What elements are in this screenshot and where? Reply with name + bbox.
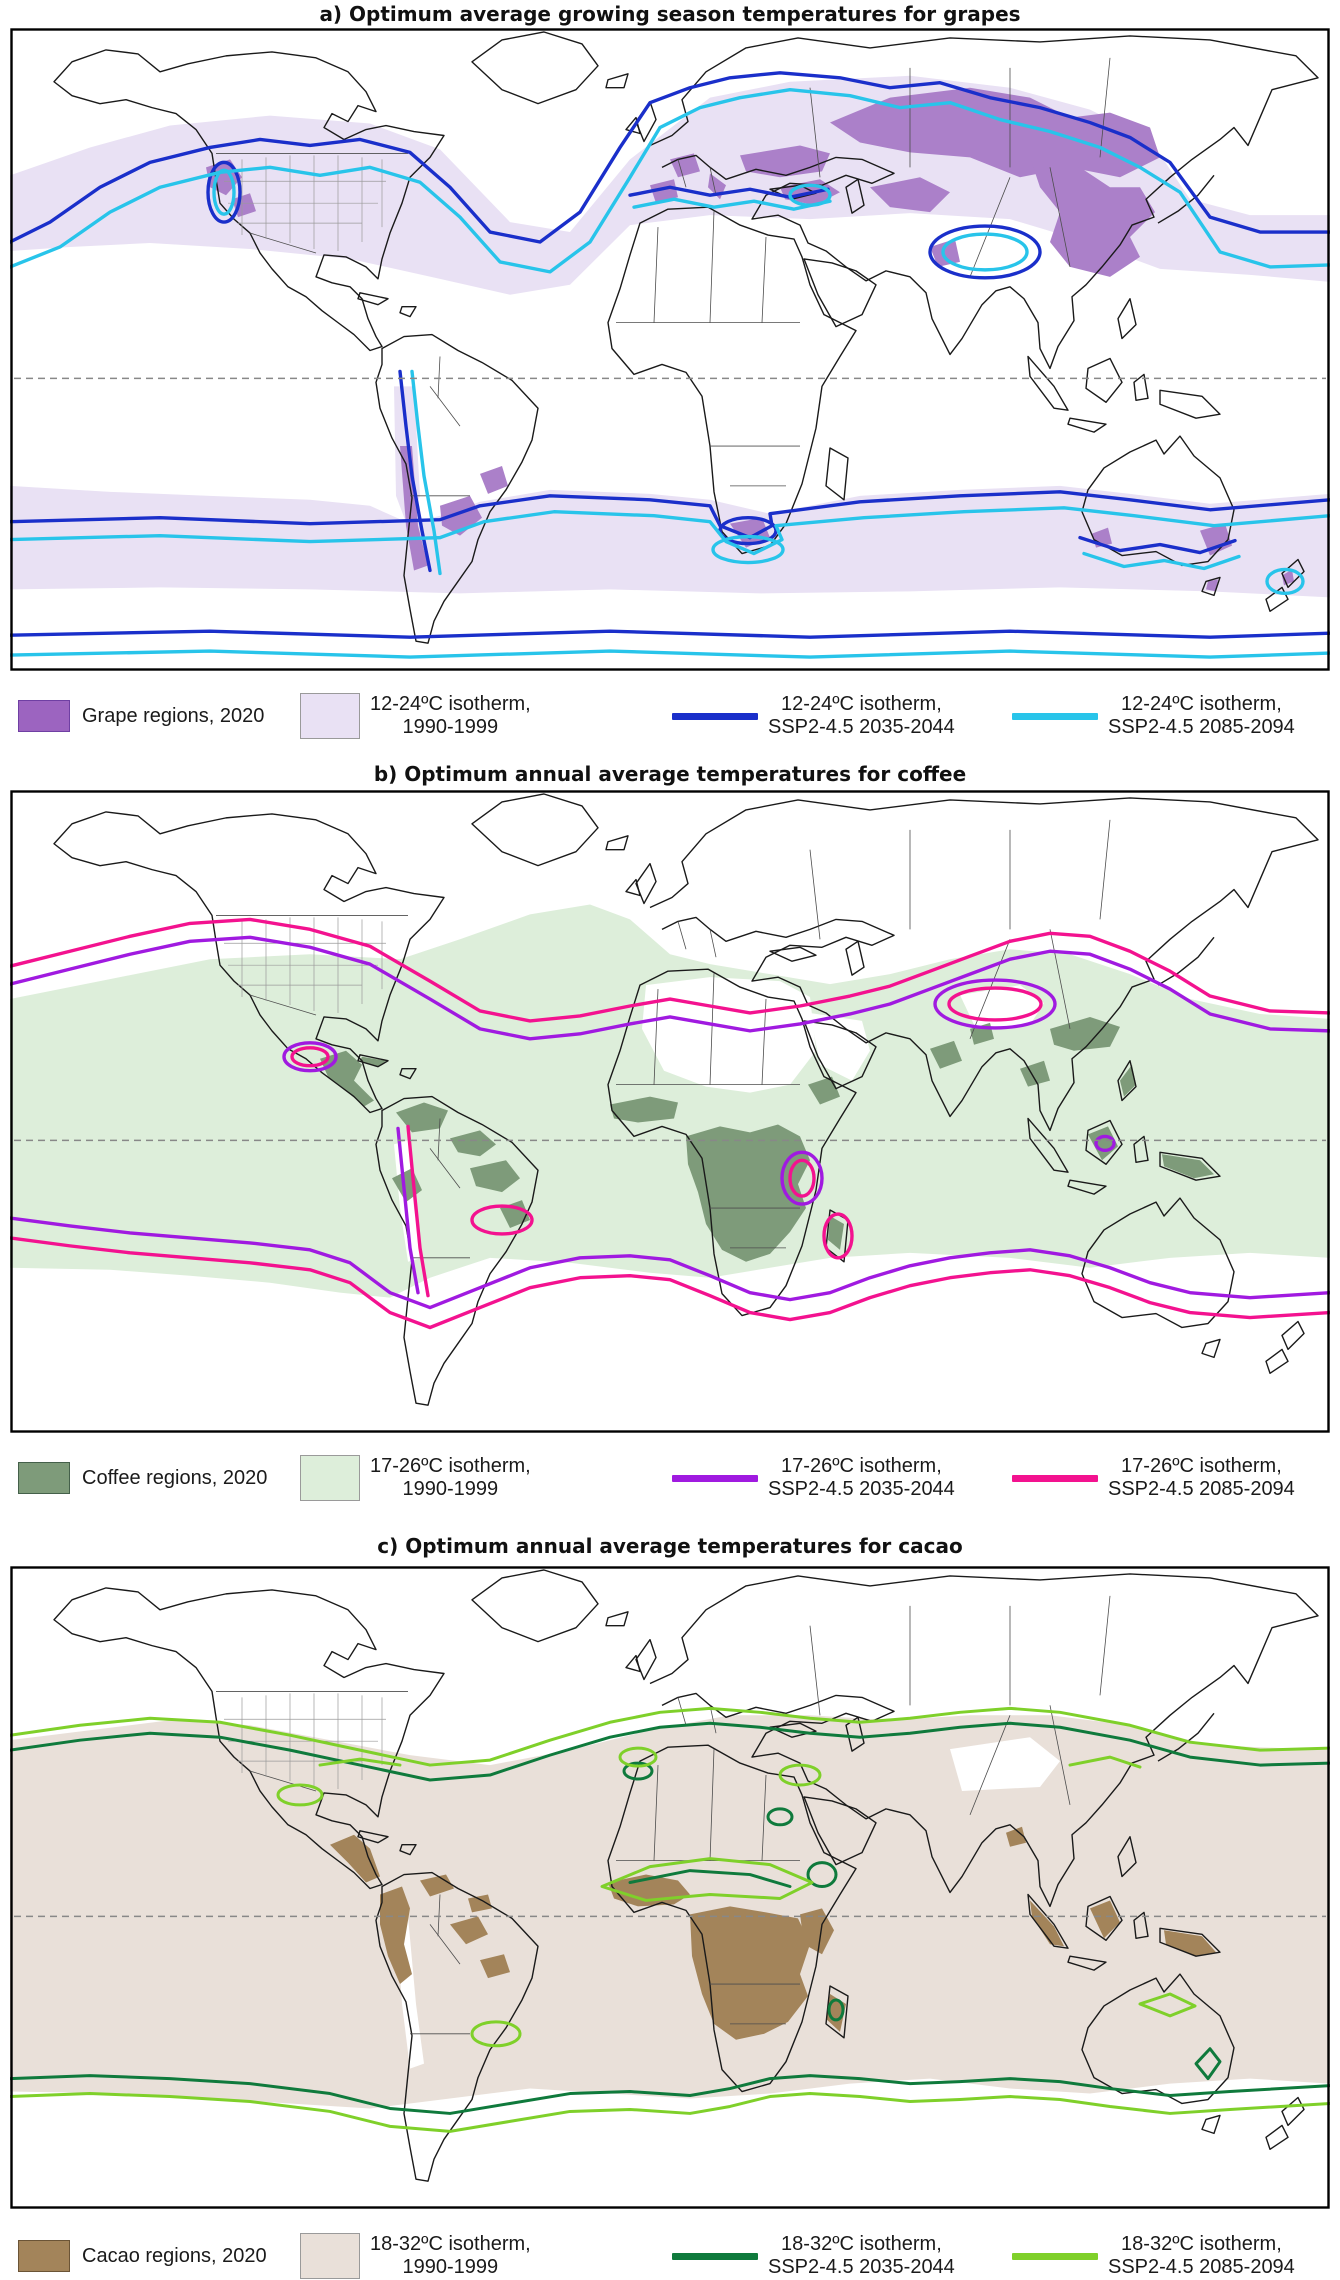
legend-label: 12-24ºC isotherm, 1990-1999 [370,693,531,738]
cacao-world-map [10,1566,1330,2209]
legend-label: 17-26ºC isotherm, SSP2-4.5 2085-2094 [1108,1455,1295,1500]
tibet-hole [950,1737,1060,1791]
legend-label: 17-26ºC isotherm, SSP2-4.5 2035-2044 [768,1455,955,1500]
legend-item-grape-2085: 12-24ºC isotherm, SSP2-4.5 2085-2094 [1012,693,1340,739]
coffee-isotherm-2035-lines [10,935,1330,1310]
legend-item-coffee-band: 17-26ºC isotherm, 1990-1999 [300,1455,672,1501]
grape-2035-line-sample [672,712,758,720]
cacao-isotherm-2085-lines [10,1706,1330,2133]
map-cacao [10,1566,1330,2209]
legend-item-grape-2035: 12-24ºC isotherm, SSP2-4.5 2035-2044 [672,693,1012,739]
legend-item-coffee-regions: Coffee regions, 2020 [0,1462,300,1494]
cacao-regions-swatch [18,2240,70,2272]
grape-band-swatch [300,693,360,739]
legend-item-cacao-2085: 18-32ºC isotherm, SSP2-4.5 2085-2094 [1012,2233,1340,2279]
cacao-isotherm-2035-lines [10,1721,1330,2115]
legend-label: 17-26ºC isotherm, 1990-1999 [370,1455,531,1500]
sahara-hole [642,977,816,1093]
map-grapes [10,28,1330,671]
panel-c-title: c) Optimum annual average temperatures f… [377,1534,963,1558]
coffee-world-map [10,790,1330,1433]
cacao-band-swatch [300,2233,360,2279]
cacao-regions-2020 [330,1826,1216,2040]
legend-item-cacao-band: 18-32ºC isotherm, 1990-1999 [300,2233,672,2279]
legend-label: 18-32ºC isotherm, 1990-1999 [370,2233,531,2278]
legend-item-coffee-2035: 17-26ºC isotherm, SSP2-4.5 2035-2044 [672,1455,1012,1501]
legend-label: 12-24ºC isotherm, SSP2-4.5 2035-2044 [768,693,955,738]
legend-item-grape-band: 12-24ºC isotherm, 1990-1999 [300,693,672,739]
coffee-isotherm-2085-lines [10,917,1330,1330]
legend-label: 18-32ºC isotherm, SSP2-4.5 2035-2044 [768,2233,955,2278]
legend-coffee: Coffee regions, 2020 17-26ºC isotherm, 1… [0,1440,1340,1516]
arabia-hole [810,1012,870,1081]
legend-cacao: Cacao regions, 2020 18-32ºC isotherm, 19… [0,2218,1340,2280]
cacao-2085-line-sample [1012,2252,1098,2260]
cacao-isotherm-band [10,1715,1330,2109]
grape-isotherm-2085-lines [10,88,1330,659]
legend-item-coffee-2085: 17-26ºC isotherm, SSP2-4.5 2085-2094 [1012,1455,1340,1501]
grape-regions-swatch [18,700,70,732]
coffee-regions-2020 [320,1016,1214,1262]
cacao-2035-line-sample [672,2252,758,2260]
coffee-2085-line-sample [1012,1474,1098,1482]
grapes-world-map [10,28,1330,671]
legend-label: 18-32ºC isotherm, SSP2-4.5 2085-2094 [1108,2233,1295,2278]
coffee-regions-swatch [18,1462,70,1494]
legend-item-cacao-regions: Cacao regions, 2020 [0,2240,300,2272]
panel-a-title: a) Optimum average growing season temper… [319,2,1021,26]
legend-label: Coffee regions, 2020 [82,1466,268,1489]
legend-item-grape-regions: Grape regions, 2020 [0,700,300,732]
legend-label: Grape regions, 2020 [82,704,265,727]
legend-label: 12-24ºC isotherm, SSP2-4.5 2085-2094 [1108,693,1295,738]
coffee-band-swatch [300,1455,360,1501]
panel-b-title: b) Optimum annual average temperatures f… [373,762,967,786]
coffee-2035-line-sample [672,1474,758,1482]
legend-label: Cacao regions, 2020 [82,2244,267,2267]
legend-item-cacao-2035: 18-32ºC isotherm, SSP2-4.5 2035-2044 [672,2233,1012,2279]
grape-2085-line-sample [1012,712,1098,720]
map-coffee [10,790,1330,1433]
grape-isotherm-2035-lines [10,71,1330,639]
legend-grapes: Grape regions, 2020 12-24ºC isotherm, 19… [0,678,1340,754]
grape-isotherm-band-south [10,485,1330,598]
